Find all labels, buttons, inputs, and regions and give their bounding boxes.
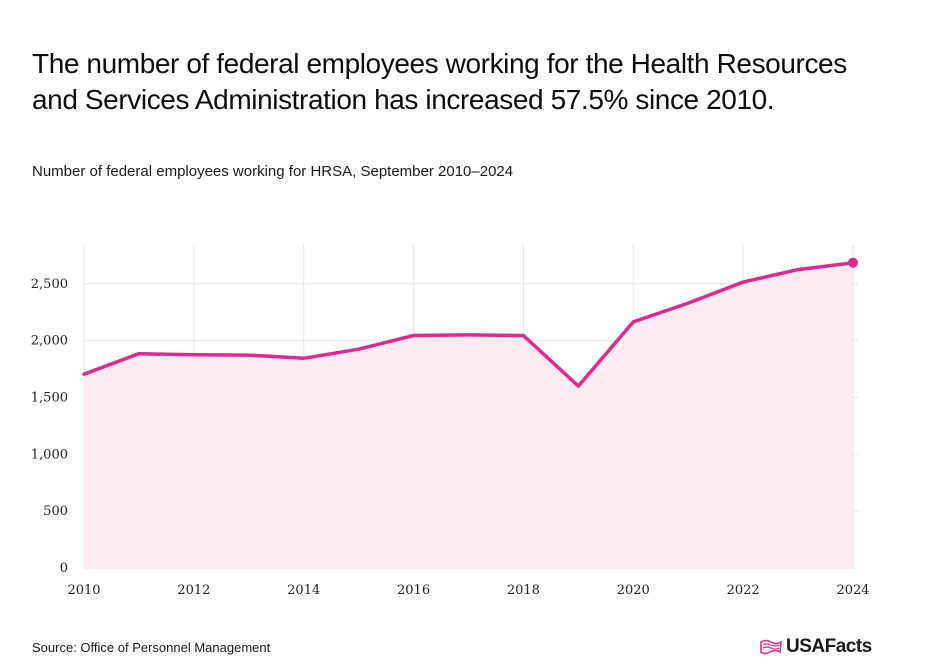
- x-tick-label: 2022: [727, 583, 760, 598]
- y-tick-label: 2,000: [31, 334, 68, 349]
- y-tick-label: 1,500: [31, 390, 68, 405]
- x-axis: 2010 2012 2014 2016 2018 2020 2022 2024: [67, 583, 869, 598]
- y-axis: 0 500 1,000 1,500 2,000 2,500: [31, 277, 68, 576]
- chart-subtitle: Number of federal employees working for …: [32, 163, 514, 180]
- series-line: [82, 261, 855, 388]
- flag-icon: [760, 639, 782, 655]
- series-end-marker: [848, 257, 858, 268]
- y-tick-label: 0: [60, 561, 68, 576]
- x-tick-label: 2016: [397, 583, 430, 598]
- x-tick-label: 2024: [836, 583, 869, 598]
- y-tick-label: 1,000: [31, 447, 68, 462]
- usafacts-logo: USAFacts: [760, 636, 872, 658]
- series-area-fill: [84, 262, 853, 568]
- y-tick-label: 500: [43, 504, 68, 519]
- x-tick-label: 2012: [177, 583, 210, 598]
- chart-title: The number of federal employees working …: [32, 48, 847, 115]
- x-tick-label: 2020: [617, 583, 650, 598]
- x-tick-label: 2014: [287, 583, 320, 598]
- source-note: Source: Office of Personnel Management: [32, 640, 271, 655]
- y-tick-label: 2,500: [31, 277, 68, 292]
- logo-text: USAFacts: [786, 636, 872, 657]
- x-tick-label: 2010: [67, 583, 100, 598]
- x-tick-label: 2018: [507, 583, 540, 598]
